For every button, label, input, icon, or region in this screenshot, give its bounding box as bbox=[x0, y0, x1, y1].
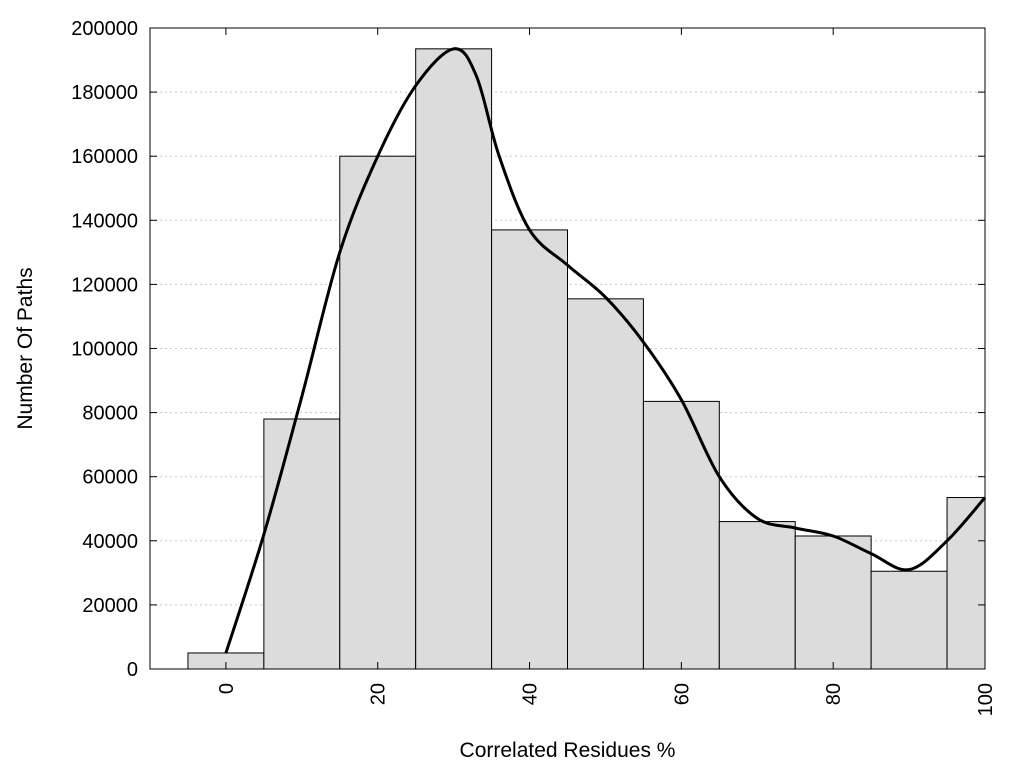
y-tick-label: 20000 bbox=[82, 595, 138, 617]
y-tick-labels: 0 20000 40000 60000 80000 100000 120000 140000 1… bbox=[71, 18, 138, 681]
density-curve bbox=[224, 47, 987, 654]
y-tick-label: 100000 bbox=[71, 339, 138, 361]
y-axis-title: Number Of Paths bbox=[14, 267, 37, 429]
histogram-bar bbox=[718, 521, 796, 670]
x-tick-label: 100 bbox=[975, 683, 997, 716]
x-tick-label: 0 bbox=[216, 683, 238, 694]
histogram-bar bbox=[339, 155, 417, 670]
y-tick-label: 80000 bbox=[82, 403, 138, 425]
y-tick-label: 160000 bbox=[71, 146, 138, 168]
histogram-bar bbox=[946, 497, 986, 670]
histogram-bar bbox=[567, 298, 644, 670]
histogram-bar bbox=[870, 570, 948, 670]
y-tick-label: 200000 bbox=[71, 18, 138, 40]
x-axis-title: Correlated Residues % bbox=[460, 739, 676, 762]
histogram-bar bbox=[794, 535, 872, 670]
histogram-bar bbox=[491, 229, 568, 670]
y-tick-label: 0 bbox=[127, 659, 138, 681]
y-tick-label: 40000 bbox=[82, 531, 138, 553]
axis-ticks bbox=[150, 27, 986, 670]
x-tick-label: 80 bbox=[823, 683, 845, 705]
x-tick-label: 40 bbox=[520, 683, 542, 705]
x-tick-label: 20 bbox=[368, 683, 390, 705]
y-tick-label: 60000 bbox=[82, 467, 138, 489]
histogram-bar bbox=[642, 400, 720, 670]
x-tick-labels: 0 20 40 60 80 100 bbox=[216, 683, 997, 716]
y-tick-label: 140000 bbox=[71, 210, 138, 232]
histogram-bars bbox=[187, 48, 986, 670]
y-tick-label: 120000 bbox=[71, 274, 138, 296]
histogram-bar bbox=[263, 418, 341, 670]
x-tick-label: 60 bbox=[671, 683, 693, 705]
histogram-bar bbox=[415, 48, 493, 670]
y-tick-label: 180000 bbox=[71, 82, 138, 104]
